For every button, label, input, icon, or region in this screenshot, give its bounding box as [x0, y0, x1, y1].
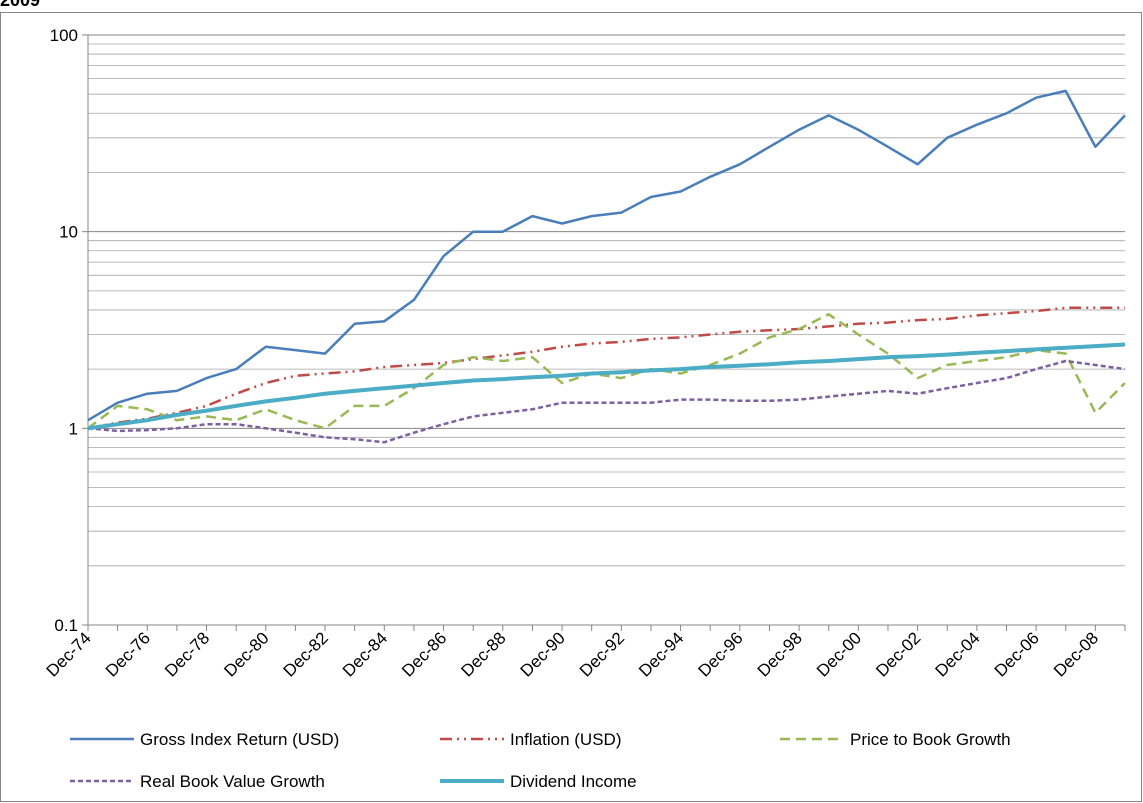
chart-title: 2009 [0, 0, 40, 10]
legend-label: Real Book Value Growth [140, 772, 325, 791]
series-line [87, 89, 1126, 422]
legend-label: Inflation (USD) [510, 730, 621, 749]
series-line [87, 306, 1125, 430]
series-line [87, 313, 1126, 430]
series-line [87, 342, 1126, 431]
y-tick-label: 0.1 [54, 616, 78, 635]
chart-border [0, 12, 1142, 802]
y-tick-label: 1 [69, 419, 78, 438]
y-tick-label: 100 [50, 26, 78, 45]
series-line [87, 359, 1126, 444]
y-tick-label: 10 [59, 223, 78, 242]
legend-label: Price to Book Growth [850, 730, 1011, 749]
legend-label: Dividend Income [510, 772, 637, 791]
legend-label: Gross Index Return (USD) [140, 730, 339, 749]
